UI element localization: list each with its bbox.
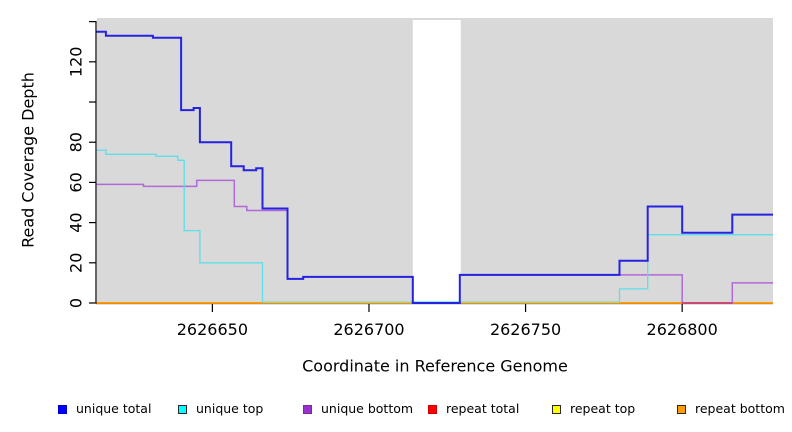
x-axis-title: Coordinate in Reference Genome — [302, 356, 568, 376]
legend-item-unique-bottom: unique bottom — [303, 402, 413, 416]
legend-label: unique top — [196, 401, 264, 416]
y-tick-label: 60 — [67, 172, 86, 192]
legend-label: unique bottom — [321, 401, 414, 416]
legend-item-repeat-top: repeat top — [552, 402, 635, 416]
masked-gap-region — [412, 20, 461, 303]
legend-label: repeat total — [446, 401, 520, 416]
legend-swatch-repeat-bottom — [677, 404, 686, 414]
legend-swatch-unique-total — [58, 404, 67, 414]
legend-swatch-repeat-top — [552, 404, 561, 414]
legend-swatch-repeat-total — [428, 404, 437, 414]
y-tick-label: 0 — [67, 298, 86, 308]
y-tick-label: 40 — [67, 212, 86, 232]
x-tick-label: 2626750 — [490, 320, 561, 339]
series-unique-top — [96, 149, 773, 303]
x-tick-label: 2626800 — [647, 320, 718, 339]
y-tick-label: 20 — [67, 253, 86, 273]
x-tick-label: 2626650 — [177, 320, 248, 339]
legend-item-repeat-total: repeat total — [428, 402, 519, 416]
legend-item-unique-top: unique top — [178, 402, 263, 416]
series-unique-total — [96, 30, 773, 304]
y-tick-label: 120 — [67, 47, 86, 78]
legend-swatch-unique-top — [178, 404, 187, 414]
legend-label: unique total — [76, 401, 152, 416]
legend-label: repeat top — [570, 401, 636, 416]
legend-item-unique-total: unique total — [58, 402, 151, 416]
x-tick-label: 2626700 — [333, 320, 404, 339]
legend-label: repeat bottom — [695, 401, 785, 416]
legend-swatch-unique-bottom — [303, 404, 312, 414]
y-tick-label: 80 — [67, 132, 86, 152]
legend-item-repeat-bottom: repeat bottom — [677, 402, 785, 416]
y-axis-title: Read Coverage Depth — [18, 72, 38, 248]
